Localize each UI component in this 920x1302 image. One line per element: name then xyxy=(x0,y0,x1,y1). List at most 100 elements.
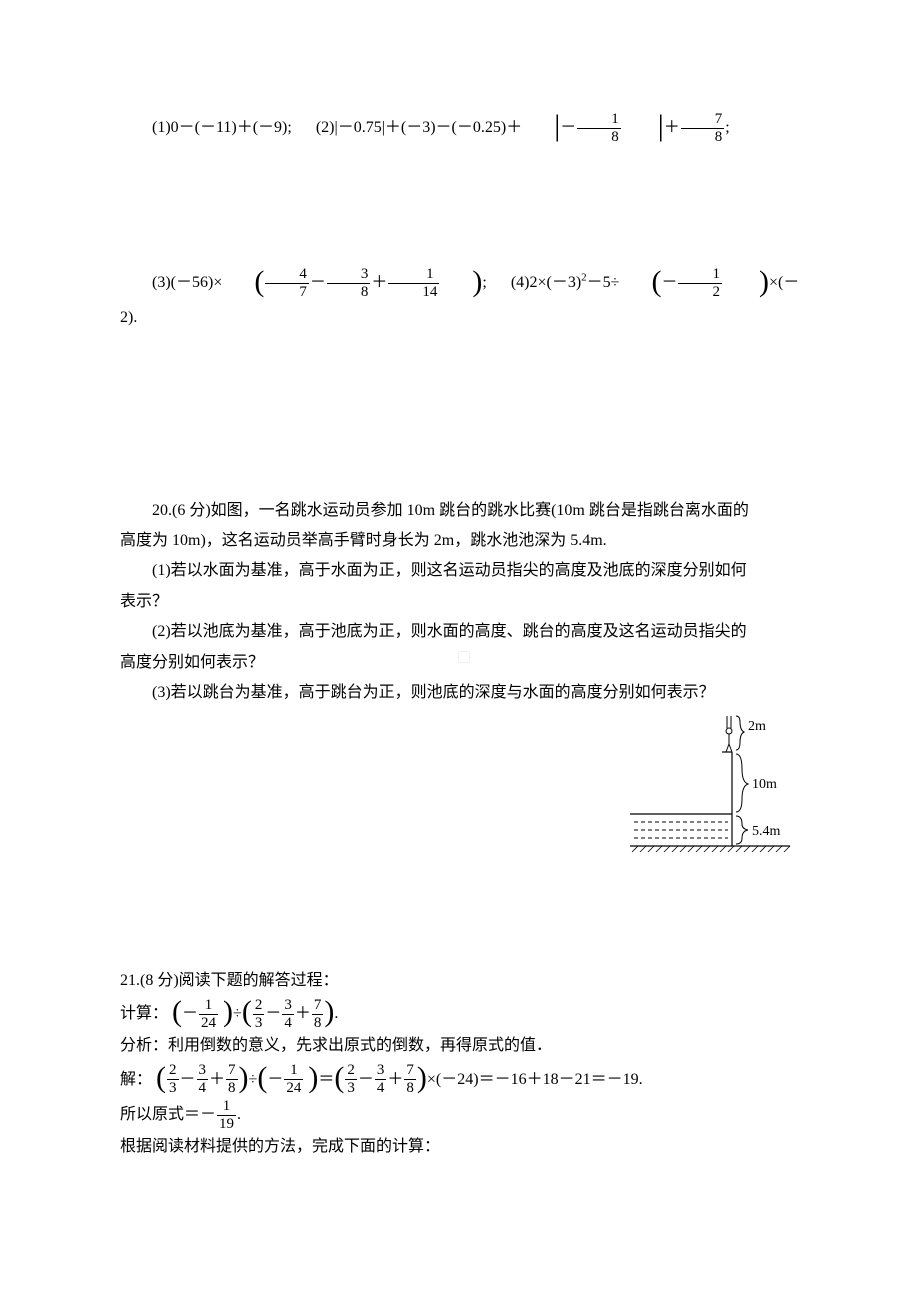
frac-1-24: 124 xyxy=(284,1063,303,1096)
paren-left: ( xyxy=(619,267,661,297)
op: ＋ xyxy=(387,1071,403,1088)
paren-left: ( xyxy=(222,267,264,297)
frac-3-4: 34 xyxy=(197,1063,209,1096)
q20-intro-line1: 20.(6 分)如图，一名跳水运动员参加 10m 跳台的跳水比赛(10m 跳台是… xyxy=(120,496,800,526)
vertical-gap xyxy=(120,336,800,456)
den: 24 xyxy=(284,1080,303,1096)
paren-right: ) xyxy=(440,267,482,297)
paren-right: ) xyxy=(324,997,334,1027)
q20-diagram-wrap: 2m 10m xyxy=(120,714,800,875)
tail: . xyxy=(334,1005,338,1022)
num: 7 xyxy=(681,112,725,129)
den: 8 xyxy=(226,1080,238,1096)
q20-intro-line2: 高度为 10m)，这名运动员举高手臂时身长为 2m，跳水池池深为 5.4m. xyxy=(120,526,800,556)
q20-p3: (3)若以跳台为基准，高于跳台为正，则池底的深度与水面的高度分别如何表示？ xyxy=(120,678,800,708)
num: 3 xyxy=(282,998,294,1015)
q21-analysis: 分析：利用倒数的意义，先求出原式的倒数，再得原式的值． xyxy=(120,1031,800,1061)
frac-3-8: 38 xyxy=(327,267,371,300)
calc-label: 计算： xyxy=(120,1005,168,1022)
den: 4 xyxy=(197,1080,209,1096)
den: 3 xyxy=(167,1080,179,1096)
num: 4 xyxy=(265,267,309,284)
num: 7 xyxy=(226,1063,238,1080)
op: － xyxy=(265,1005,281,1022)
num: 1 xyxy=(199,998,218,1015)
label-2m: 2m xyxy=(748,719,766,734)
q19-p4-seg-b: －5÷ xyxy=(587,274,620,291)
den: 2 xyxy=(678,284,722,300)
neg-sign: － xyxy=(560,119,576,136)
paren-right: ) xyxy=(417,1063,427,1093)
num: 1 xyxy=(284,1063,303,1080)
div: ÷ xyxy=(233,1005,242,1022)
den: 8 xyxy=(312,1015,324,1031)
q20-p1-line2: 表示？ xyxy=(120,587,800,617)
tail: ; xyxy=(725,119,729,136)
num: 1 xyxy=(217,1099,236,1116)
vertical-gap xyxy=(120,456,800,496)
q21-solution: 解： (23－34＋78)÷(－124 )＝(23－34＋78)×(－24)＝－… xyxy=(120,1062,800,1097)
q19-p3-seg-a: (－56)× xyxy=(171,274,223,291)
op: ＋ xyxy=(295,1005,311,1022)
frac-2-3: 23 xyxy=(167,1063,179,1096)
num: 7 xyxy=(312,998,324,1015)
neg: － xyxy=(661,274,677,291)
paren-left: ( xyxy=(257,1063,267,1093)
op: ＋ xyxy=(371,274,387,291)
q19-p1-label: (1) xyxy=(152,119,171,136)
den: 8 xyxy=(577,129,621,145)
frac-7-8: 78 xyxy=(681,112,725,145)
num: 2 xyxy=(253,998,265,1015)
den: 8 xyxy=(404,1080,416,1096)
frac-1-19: 119 xyxy=(217,1099,236,1132)
q19-p4-seg-a: 2×(－3) xyxy=(529,274,581,291)
page-watermark xyxy=(458,651,470,663)
frac-3-4: 34 xyxy=(375,1063,387,1096)
num: 2 xyxy=(167,1063,179,1080)
q20-p2-line1: (2)若以池底为基准，高于池底为正，则水面的高度、跳台的高度及这名运动员指尖的 xyxy=(120,617,800,647)
den: 3 xyxy=(253,1015,265,1031)
den: 19 xyxy=(217,1116,236,1132)
den: 3 xyxy=(345,1080,357,1096)
q19-p3-label: (3) xyxy=(152,274,171,291)
num: 1 xyxy=(678,267,722,284)
abs-right: | xyxy=(626,111,664,141)
q21-calc: 计算： (－124 )÷(23－34＋78). xyxy=(120,996,800,1031)
frac-3-4: 34 xyxy=(282,998,294,1031)
paren-right: ) xyxy=(308,1063,318,1093)
paren-right: ) xyxy=(239,1063,249,1093)
frac-1-14: 114 xyxy=(388,267,439,300)
neg: － xyxy=(267,1071,283,1088)
den: 8 xyxy=(681,129,725,145)
therefore-a: 所以原式＝－ xyxy=(120,1106,216,1123)
q19-p1-expr: 0－(－11)＋(－9); xyxy=(171,119,292,136)
num: 3 xyxy=(327,267,371,284)
q19-row1: (1)0－(－11)＋(－9); (2)|－0.75|＋(－3)－(－0.25)… xyxy=(120,110,800,145)
vertical-gap xyxy=(120,876,800,966)
frac-7-8: 78 xyxy=(312,998,324,1031)
abs-left: | xyxy=(522,111,560,141)
num: 3 xyxy=(375,1063,387,1080)
q19-p2-label: (2) xyxy=(316,119,335,136)
num: 2 xyxy=(345,1063,357,1080)
label-5-4m: 5.4m xyxy=(752,824,781,839)
rhs: ×(－24)＝－16＋18－21＝－19. xyxy=(427,1071,643,1088)
vertical-gap xyxy=(120,145,800,265)
den: 4 xyxy=(375,1080,387,1096)
frac-2-3: 23 xyxy=(345,1063,357,1096)
den: 4 xyxy=(282,1015,294,1031)
q20-diagram: 2m 10m xyxy=(620,714,800,864)
num: 3 xyxy=(197,1063,209,1080)
paren-right: ) xyxy=(223,997,233,1027)
num: 1 xyxy=(388,267,439,284)
paren-right: ) xyxy=(727,267,769,297)
neg: － xyxy=(182,1005,198,1022)
frac-1-2: 12 xyxy=(678,267,722,300)
q19-p4-label: (4) xyxy=(511,274,530,291)
label-10m: 10m xyxy=(752,777,777,792)
q20-p1-line1: (1)若以水面为基准，高于水面为正，则这名运动员指尖的高度及池底的深度分别如何 xyxy=(120,556,800,586)
div: ÷ xyxy=(249,1071,258,1088)
q21-head: 21.(8 分)阅读下题的解答过程： xyxy=(120,966,800,996)
frac-1-8: 18 xyxy=(577,112,621,145)
op: － xyxy=(180,1071,196,1088)
